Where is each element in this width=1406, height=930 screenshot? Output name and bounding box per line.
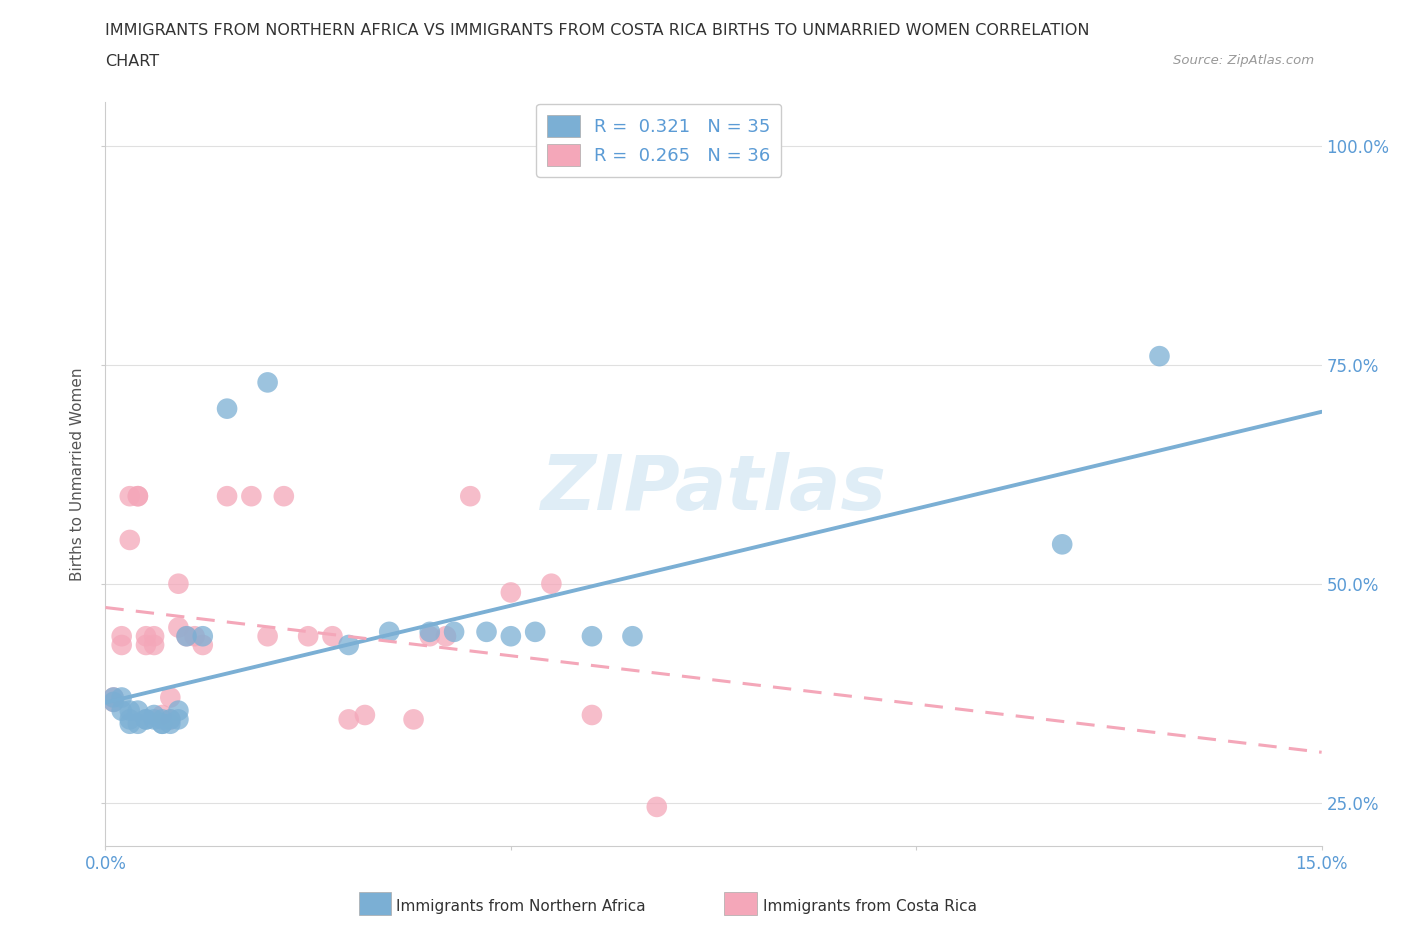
Point [118,489,141,504]
Point [103,695,125,710]
Point [159,712,181,727]
Y-axis label: Births to Unmarried Women: Births to Unmarried Women [70,367,86,581]
Point [103,690,125,705]
Point [443,624,465,639]
Point [354,708,377,723]
Point [191,629,214,644]
Point [240,489,263,504]
Point [434,629,457,644]
Point [524,624,547,639]
Point [621,629,644,644]
Point [150,716,173,731]
Point [273,489,295,504]
Point [118,716,141,731]
Point [499,629,522,644]
Text: IMMIGRANTS FROM NORTHERN AFRICA VS IMMIGRANTS FROM COSTA RICA BIRTHS TO UNMARRIE: IMMIGRANTS FROM NORTHERN AFRICA VS IMMIG… [105,23,1090,38]
Point [150,712,173,727]
Point [419,624,441,639]
Point [191,638,214,653]
Point [176,629,198,644]
Point [143,629,166,644]
Point [159,712,181,727]
Point [167,712,190,727]
Point [127,716,149,731]
Point [118,712,141,727]
Point [419,629,441,644]
Point [337,712,360,727]
Point [135,712,157,727]
Point [581,708,603,723]
Point [645,800,668,815]
Point [127,489,149,504]
Point [256,629,278,644]
Point [127,489,149,504]
Point [118,703,141,718]
Point [135,712,157,727]
Point [458,489,481,504]
Point [499,585,522,600]
Point [540,577,562,591]
Point [1050,537,1073,551]
Point [176,629,198,644]
Legend: R =  0.321   N = 35, R =  0.265   N = 36: R = 0.321 N = 35, R = 0.265 N = 36 [536,104,782,177]
Point [159,716,181,731]
Point [183,629,205,644]
Text: CHART: CHART [105,54,159,69]
Point [217,489,239,504]
Point [167,620,190,635]
Point [118,533,141,548]
Text: ZIPatlas: ZIPatlas [540,452,887,526]
Point [167,703,190,718]
Point [581,629,603,644]
Point [159,690,181,705]
Point [127,703,149,718]
Point [103,695,125,710]
Point [143,708,166,723]
Point [103,690,125,705]
Point [1149,349,1171,364]
Point [150,708,173,723]
Point [337,638,360,653]
Point [111,629,134,644]
Point [150,716,173,731]
Point [167,577,190,591]
Text: Immigrants from Northern Africa: Immigrants from Northern Africa [396,899,647,914]
Point [143,638,166,653]
Text: Immigrants from Costa Rica: Immigrants from Costa Rica [763,899,977,914]
Point [111,703,134,718]
Point [143,712,166,727]
Point [111,638,134,653]
Point [475,624,498,639]
Point [297,629,319,644]
Point [321,629,343,644]
Point [217,401,239,416]
Point [402,712,425,727]
Point [135,638,157,653]
Point [135,629,157,644]
Point [378,624,401,639]
Text: Source: ZipAtlas.com: Source: ZipAtlas.com [1174,54,1315,67]
Point [256,375,278,390]
Point [111,690,134,705]
